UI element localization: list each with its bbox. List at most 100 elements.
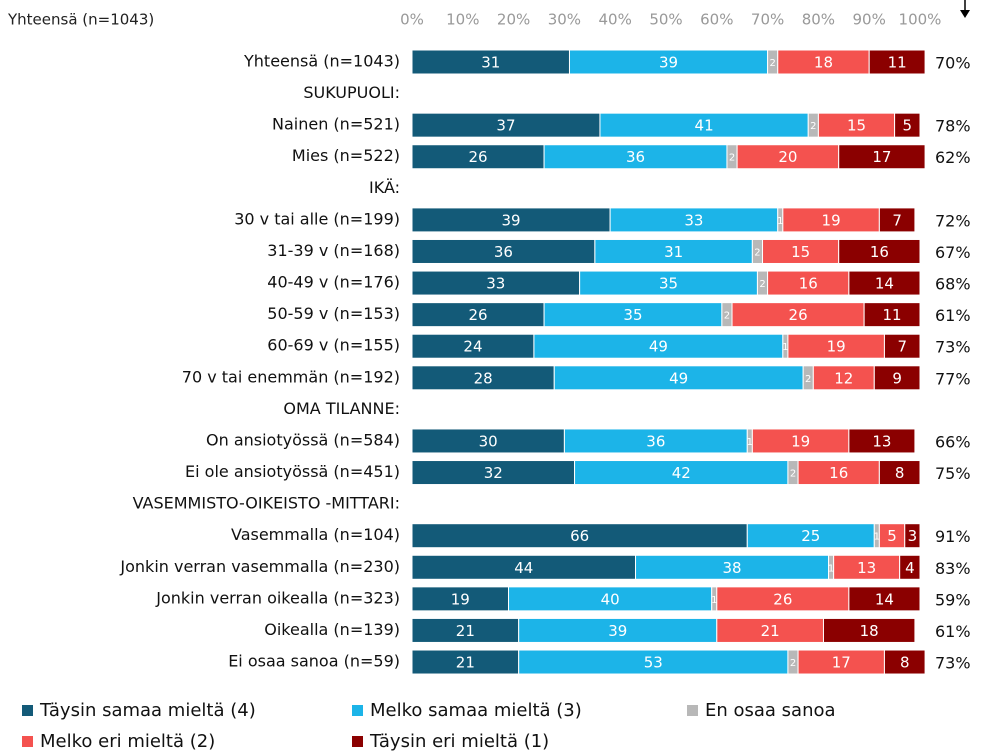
bar-segment <box>716 586 850 612</box>
value-label: 16 <box>799 275 818 293</box>
bar-segment <box>508 586 713 612</box>
bar-segment <box>563 428 748 454</box>
value-label: 26 <box>468 148 487 166</box>
category-label: Oikealla (n=139) <box>264 620 400 639</box>
bar-segment <box>411 112 601 138</box>
value-label: 19 <box>451 590 470 608</box>
bar-segment <box>411 649 520 675</box>
value-label: 9 <box>892 369 902 387</box>
bar-segment <box>873 365 921 391</box>
bar-segment <box>411 302 545 328</box>
bar-segment <box>817 112 896 138</box>
bar-segment <box>863 302 921 328</box>
value-label: 2 <box>790 469 796 480</box>
bar-segment <box>762 238 840 264</box>
bar-segment <box>411 270 581 296</box>
value-label: 8 <box>895 464 905 482</box>
value-label: 2 <box>754 247 760 258</box>
value-label: 38 <box>722 559 741 577</box>
value-label: 2 <box>810 121 816 132</box>
total-label: 73% <box>935 654 971 673</box>
value-label: 21 <box>456 654 475 672</box>
bar-segment <box>599 112 809 138</box>
total-label: 73% <box>935 338 971 357</box>
bar-segment <box>894 112 921 138</box>
bar-segment <box>878 460 921 486</box>
bar-segment <box>568 49 769 75</box>
bar-segment <box>833 554 901 580</box>
value-label: 39 <box>502 211 521 229</box>
value-label: 13 <box>872 432 891 450</box>
value-label: 19 <box>822 211 841 229</box>
category-label: SUKUPUOLI: <box>303 83 400 102</box>
category-label: Mies (n=522) <box>292 146 400 165</box>
total-label: 70% <box>935 54 971 73</box>
bar-segment <box>868 49 926 75</box>
bar-segment <box>736 144 840 170</box>
value-label: 12 <box>834 369 853 387</box>
bar-segment <box>904 523 921 549</box>
bar-segment <box>848 428 916 454</box>
bar-segment <box>716 617 824 643</box>
category-label: 30 v tai alle (n=199) <box>234 209 400 228</box>
value-label: 8 <box>900 654 910 672</box>
value-label: 18 <box>860 622 879 640</box>
category-label: Ei osaa sanoa (n=59) <box>228 652 400 671</box>
total-label: 72% <box>935 211 971 230</box>
value-label: 2 <box>724 311 730 322</box>
value-label: 2 <box>790 658 796 669</box>
category-label: Jonkin verran oikealla (n=323) <box>155 588 400 607</box>
value-label: 2 <box>805 374 811 385</box>
x-tick-label: 90% <box>853 11 886 29</box>
bar-segment <box>574 460 789 486</box>
value-label: 19 <box>827 338 846 356</box>
category-label: Yhteensä (n=1043) <box>243 52 400 71</box>
value-label: 20 <box>778 148 797 166</box>
value-label: 39 <box>659 54 678 72</box>
bar-segment <box>411 365 555 391</box>
bar-segment <box>411 428 565 454</box>
bar-segment <box>878 207 916 233</box>
total-label: 59% <box>935 590 971 609</box>
bar-segment <box>848 270 921 296</box>
value-label: 2 <box>769 58 775 69</box>
bar-segment <box>822 617 916 643</box>
value-label: 26 <box>789 306 808 324</box>
total-label: 61% <box>935 306 971 325</box>
category-label: OMA TILANNE: <box>283 399 400 418</box>
value-label: 30 <box>479 432 498 450</box>
value-label: 1 <box>747 437 753 448</box>
bar-segment <box>777 49 870 75</box>
bar-segment <box>848 586 921 612</box>
value-label: 7 <box>892 211 902 229</box>
bar-segment <box>797 460 880 486</box>
legend-label: Melko eri mieltä (2) <box>40 731 215 752</box>
value-label: 39 <box>608 622 627 640</box>
value-label: 35 <box>623 306 642 324</box>
x-tick-label: 80% <box>802 11 835 29</box>
total-label: 83% <box>935 559 971 578</box>
category-label: Vasemmalla (n=104) <box>231 525 400 544</box>
category-label: 60-69 v (n=155) <box>267 336 400 355</box>
total-label: 67% <box>935 243 971 262</box>
bar-segment <box>782 207 880 233</box>
value-label: 3 <box>908 527 918 545</box>
value-label: 2 <box>729 153 735 164</box>
value-label: 36 <box>626 148 645 166</box>
legend-swatch <box>22 705 33 716</box>
value-label: 66 <box>570 527 589 545</box>
legend-swatch <box>22 736 33 747</box>
value-label: 16 <box>870 243 889 261</box>
total-label: 62% <box>935 148 971 167</box>
value-label: 15 <box>791 243 810 261</box>
value-label: 2 <box>759 279 765 290</box>
value-label: 35 <box>659 275 678 293</box>
bar-segment <box>767 270 850 296</box>
bar-segment <box>411 238 596 264</box>
total-label: 77% <box>935 369 971 388</box>
value-label: 49 <box>649 338 668 356</box>
bar-segment <box>609 207 779 233</box>
category-label: 31-39 v (n=168) <box>267 241 400 260</box>
value-label: 44 <box>514 559 533 577</box>
